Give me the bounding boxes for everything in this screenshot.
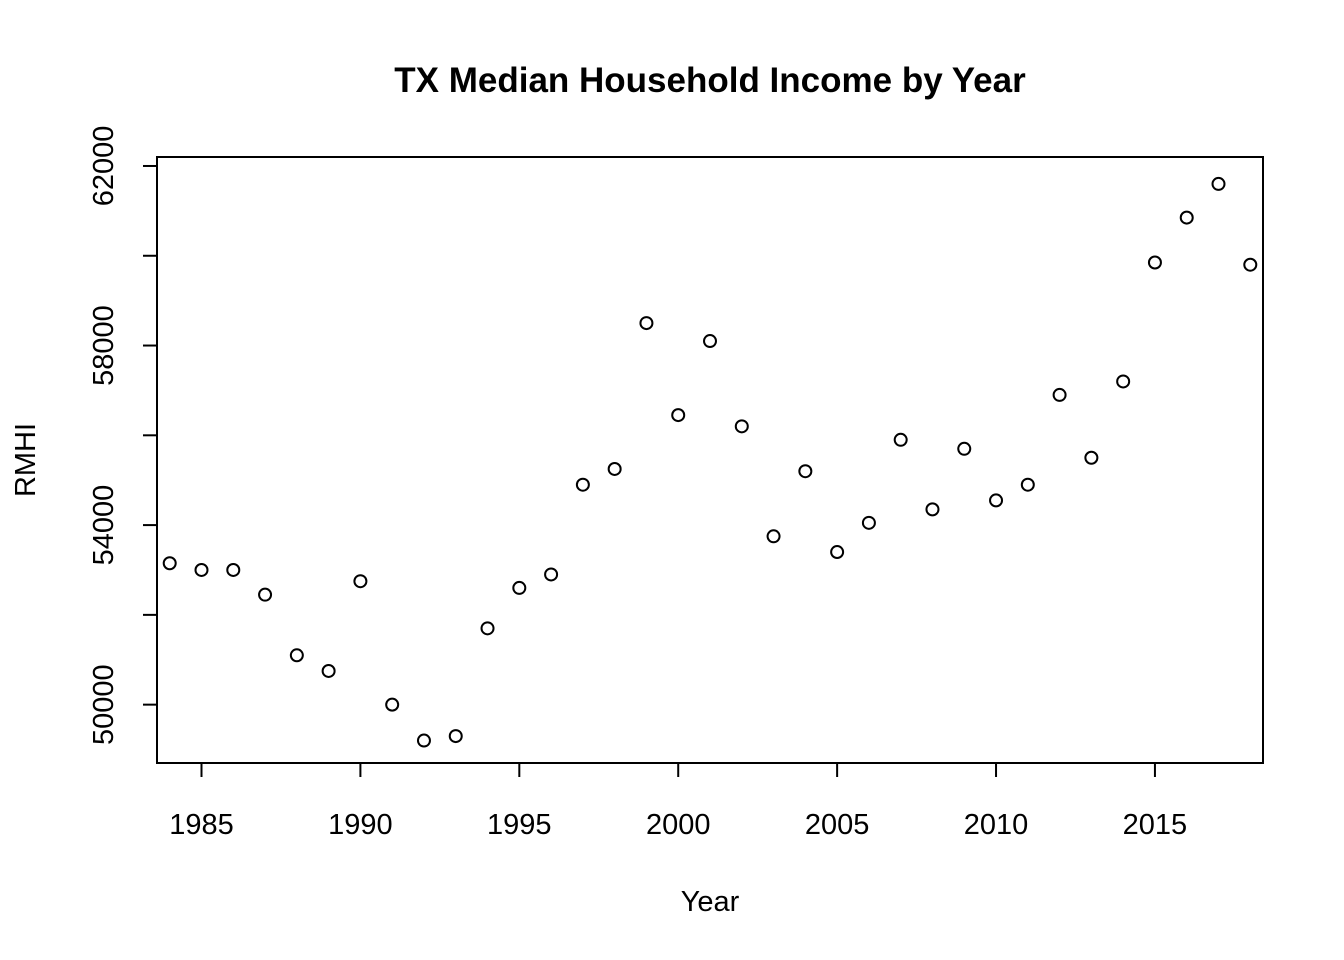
data-point — [957, 441, 972, 456]
data-point — [321, 663, 336, 678]
data-point — [1147, 255, 1162, 270]
data-points — [162, 176, 1258, 748]
data-point — [798, 464, 813, 479]
data-point — [766, 529, 781, 544]
data-point — [1020, 477, 1035, 492]
data-point — [671, 408, 686, 423]
data-point — [353, 574, 368, 589]
x-tick-label: 2010 — [964, 809, 1029, 841]
data-point — [162, 556, 177, 571]
data-point — [861, 515, 876, 530]
data-point — [639, 316, 654, 331]
data-point — [1052, 387, 1067, 402]
data-point — [1084, 450, 1099, 465]
x-tick-label: 1985 — [169, 809, 234, 841]
data-point — [258, 587, 273, 602]
data-point — [575, 477, 590, 492]
data-point — [480, 621, 495, 636]
data-point — [416, 733, 431, 748]
data-point — [1243, 257, 1258, 272]
x-axis: 1985 1990 1995 2000 2005 2010 2015 — [169, 762, 1188, 841]
data-point — [448, 729, 463, 744]
y-tick-label: 50000 — [88, 664, 120, 745]
y-axis: 50000 54000 58000 62000 — [88, 126, 158, 745]
data-point — [925, 502, 940, 517]
y-axis-title: RMHI — [10, 423, 42, 497]
data-point — [512, 580, 527, 595]
data-point — [385, 697, 400, 712]
y-tick-label: 58000 — [88, 305, 120, 386]
data-point — [544, 567, 559, 582]
data-point — [703, 334, 717, 349]
data-point — [1116, 374, 1131, 389]
y-tick-label: 54000 — [88, 485, 120, 566]
data-point — [1179, 210, 1194, 225]
x-tick-label: 1990 — [328, 809, 393, 841]
y-tick-label: 62000 — [88, 126, 120, 207]
data-point — [194, 562, 209, 577]
data-point — [607, 461, 622, 476]
data-point — [734, 419, 749, 434]
data-point — [226, 562, 241, 577]
x-tick-label: 1995 — [487, 809, 552, 841]
data-point — [1211, 176, 1226, 191]
x-tick-label: 2005 — [805, 809, 870, 841]
data-point — [289, 648, 304, 663]
data-point — [989, 493, 1004, 508]
data-point — [893, 432, 908, 447]
x-axis-title: Year — [681, 886, 740, 918]
data-point — [830, 545, 845, 560]
x-tick-label: 2000 — [646, 809, 711, 841]
chart-title: TX Median Household Income by Year — [394, 61, 1026, 100]
x-tick-label: 2015 — [1123, 809, 1188, 841]
